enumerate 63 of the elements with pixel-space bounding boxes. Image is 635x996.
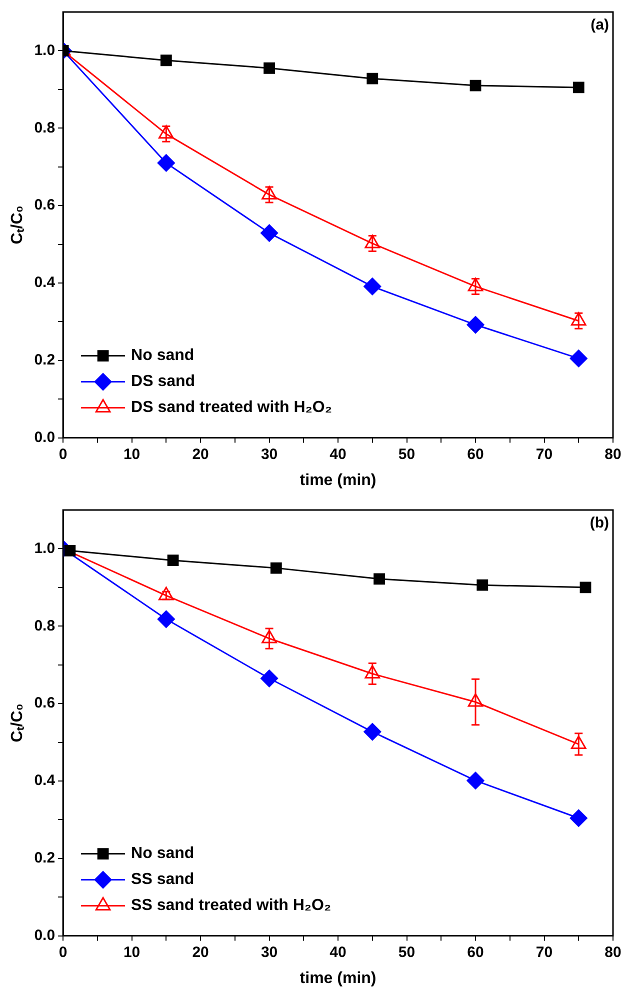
x-tick-label: 30 [260, 944, 278, 961]
point [364, 723, 382, 741]
y-tick-label: 1.0 [34, 540, 56, 557]
x-tick-label: 0 [58, 446, 68, 463]
y-tick-label: 0.6 [34, 196, 56, 214]
y-tick-label: 0.2 [34, 352, 56, 369]
x-tick-label: 80 [604, 446, 622, 463]
x-tick-label: 10 [123, 944, 140, 961]
point [364, 278, 382, 296]
y-tick-label: 0.8 [34, 617, 56, 634]
point [157, 154, 175, 172]
point [160, 54, 172, 66]
legend-label: SS sand treated with H₂O₂ [131, 897, 332, 914]
y-axis-title: Cₜ/C₀ [9, 206, 26, 244]
y-tick-label: 0.4 [34, 274, 56, 292]
x-axis-title: time (min) [300, 970, 376, 987]
annotation: (a) [590, 16, 609, 34]
annotation: (b) [590, 514, 609, 532]
point [580, 582, 592, 594]
point [466, 316, 484, 334]
x-tick-label: 20 [192, 446, 209, 463]
point [466, 772, 484, 790]
point [260, 224, 278, 242]
legend-label: SS sand [131, 871, 194, 888]
point [260, 670, 278, 688]
point [366, 72, 378, 84]
point [470, 80, 482, 92]
point [570, 350, 588, 368]
x-tick-label: 50 [398, 944, 416, 961]
y-tick-label: 0.2 [34, 850, 56, 867]
x-tick-label: 10 [123, 446, 140, 463]
x-tick-label: 40 [330, 944, 346, 961]
x-tick-label: 70 [536, 446, 553, 463]
x-axis-title: time (min) [300, 472, 376, 489]
x-tick-label: 50 [398, 446, 416, 463]
point [264, 62, 275, 74]
legend-label: DS sand treated with H₂O₂ [131, 399, 332, 416]
x-tick-label: 30 [260, 446, 278, 463]
point [572, 82, 584, 94]
legend-label: No sand [131, 347, 194, 364]
point [374, 573, 385, 585]
x-tick-label: 40 [330, 446, 346, 463]
y-tick-label: 0.4 [34, 772, 56, 790]
point [476, 579, 488, 591]
legend-label: DS sand [131, 373, 196, 390]
point [570, 809, 588, 827]
point [64, 544, 76, 556]
x-tick-label: 60 [467, 446, 484, 463]
y-tick-label: 0.8 [34, 119, 56, 136]
y-tick-label: 0.0 [34, 926, 56, 944]
legend-label: No sand [131, 845, 194, 862]
x-tick-label: 80 [604, 944, 622, 961]
x-tick-label: 20 [192, 944, 209, 961]
x-tick-label: 70 [536, 944, 553, 961]
point [270, 562, 282, 574]
x-tick-label: 0 [58, 944, 68, 961]
y-tick-label: 0.6 [34, 694, 56, 712]
y-axis-title: Cₜ/C₀ [9, 704, 26, 742]
x-tick-label: 60 [467, 944, 484, 961]
point [167, 554, 179, 566]
y-tick-label: 1.0 [34, 42, 56, 59]
y-tick-label: 0.0 [34, 428, 56, 446]
point [157, 610, 175, 628]
